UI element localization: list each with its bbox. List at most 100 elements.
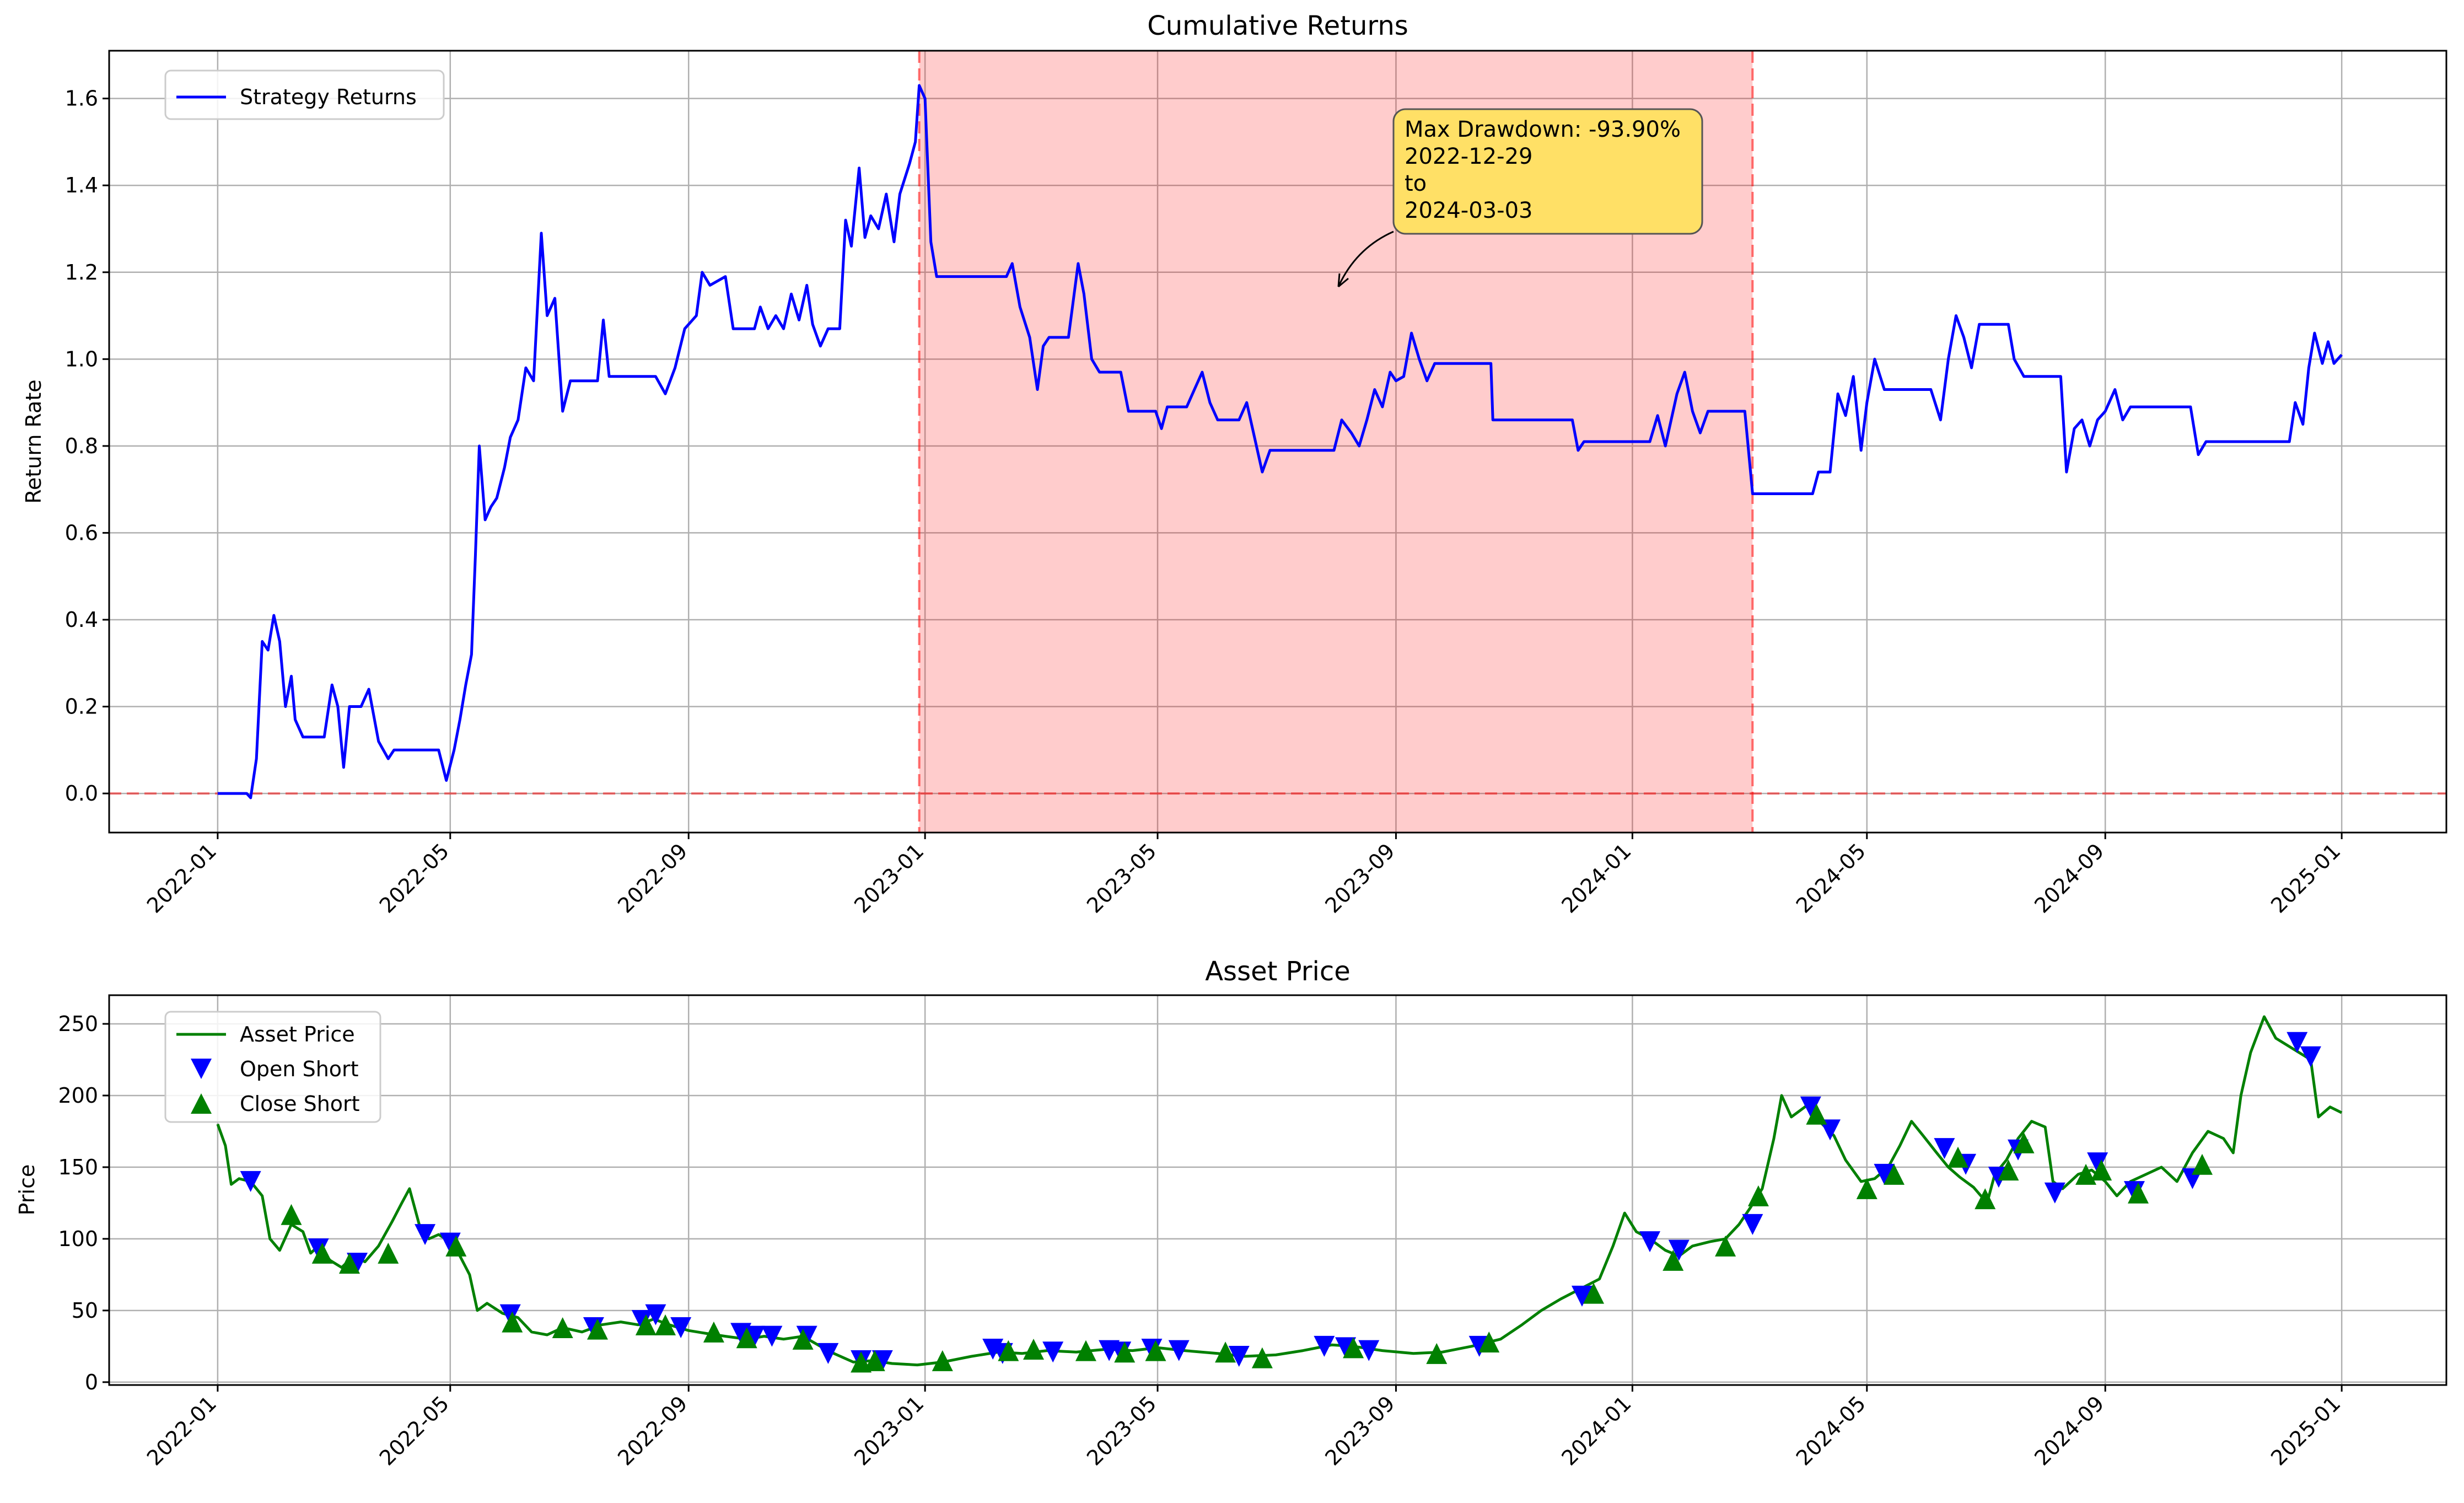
close-short-marker <box>1998 1160 2019 1181</box>
close-short-marker <box>1114 1341 1136 1363</box>
open-short-marker <box>1168 1340 1190 1361</box>
close-short-marker <box>1343 1337 1364 1359</box>
open-short-marker <box>1742 1214 1763 1235</box>
close-short-marker <box>1023 1339 1045 1360</box>
close-short-marker <box>1663 1249 1684 1271</box>
close-short-marker <box>792 1328 814 1350</box>
annotation-arrowhead-icon <box>1337 273 1349 288</box>
plot-frame <box>108 994 2447 1386</box>
close-short-marker <box>1145 1340 1166 1361</box>
close-short-marker <box>587 1318 608 1340</box>
chart-title: Asset Price <box>1205 956 1351 987</box>
open-short-marker <box>1934 1138 1955 1160</box>
open-short-marker <box>415 1224 436 1246</box>
annotation-arrow <box>1337 230 1394 287</box>
legend-box <box>164 1011 381 1123</box>
legend: Strategy Returns <box>164 69 445 120</box>
close-short-marker <box>703 1321 724 1343</box>
trade-markers <box>240 1032 2321 1373</box>
y-tick-label: 1.0 <box>65 347 98 371</box>
close-short-marker <box>502 1311 523 1333</box>
open-short-marker <box>1874 1163 1895 1185</box>
y-axis-ticks: 0 50 100 150 200 250 <box>58 1012 109 1394</box>
open-short-marker <box>240 1171 261 1192</box>
close-short-marker <box>445 1235 467 1257</box>
legend-label-strategy-returns: Strategy Returns <box>240 85 417 109</box>
close-short-marker <box>1075 1340 1096 1361</box>
open-short-marker <box>499 1304 521 1325</box>
strategy-returns-line <box>217 84 2343 799</box>
y-axis-label: Return Rate <box>21 379 46 503</box>
close-short-marker <box>736 1327 757 1349</box>
close-short-marker <box>1715 1235 1736 1257</box>
cumulative-returns-chart: Cumulative Returns 0.0 0.2 0.4 0.6 0.8 1.0 1.2… <box>21 10 2447 918</box>
y-tick-label: 0 <box>85 1370 98 1394</box>
close-short-marker <box>1884 1163 1905 1185</box>
legend: Asset Price Open Short Close Short <box>164 1011 381 1123</box>
series-lines <box>217 84 2343 799</box>
annotation-line-4: 2024-03-03 <box>1405 198 1532 223</box>
open-short-marker <box>2300 1046 2321 1067</box>
close-short-marker <box>655 1314 676 1335</box>
close-short-marker <box>635 1314 657 1335</box>
legend-label-open-short: Open Short <box>240 1057 359 1081</box>
legend-label-asset-price: Asset Price <box>240 1022 355 1046</box>
close-short-marker <box>1251 1347 1273 1368</box>
open-short-marker <box>1819 1119 1841 1141</box>
close-short-marker <box>311 1242 333 1264</box>
y-tick-label: 200 <box>58 1083 98 1108</box>
y-axis-label: Price <box>15 1164 39 1216</box>
legend-label-close-short: Close Short <box>240 1092 360 1116</box>
close-short-marker <box>1215 1341 1236 1363</box>
chart-title: Cumulative Returns <box>1147 10 1408 41</box>
close-short-marker <box>1426 1343 1448 1364</box>
close-short-marker <box>998 1340 1019 1361</box>
open-short-marker <box>1639 1231 1661 1253</box>
open-short-marker <box>1571 1285 1593 1307</box>
close-short-marker <box>2091 1160 2112 1181</box>
close-short-marker <box>2075 1163 2097 1185</box>
y-tick-label: 1.4 <box>65 173 98 197</box>
close-short-marker <box>552 1317 573 1339</box>
annotation-line-3: to <box>1405 171 1427 196</box>
close-short-marker <box>1947 1146 1969 1168</box>
open-short-marker <box>744 1325 765 1347</box>
open-short-marker <box>1314 1335 1335 1357</box>
close-short-marker <box>1747 1185 1769 1206</box>
close-short-marker <box>2127 1182 2149 1204</box>
close-short-marker <box>932 1350 953 1371</box>
open-short-marker <box>817 1343 839 1364</box>
open-short-marker <box>796 1325 817 1347</box>
close-short-marker <box>1975 1188 1996 1210</box>
y-tick-label: 0.6 <box>65 520 98 545</box>
close-short-marker <box>338 1253 360 1274</box>
close-short-marker <box>1806 1103 1827 1125</box>
open-short-marker <box>670 1317 692 1339</box>
y-tick-label: 250 <box>58 1012 98 1036</box>
y-tick-label: 150 <box>58 1155 98 1179</box>
open-short-marker <box>1358 1340 1380 1361</box>
open-short-marker <box>2044 1182 2065 1204</box>
close-short-marker <box>1856 1178 1877 1199</box>
close-short-marker <box>378 1242 399 1264</box>
open-short-marker <box>1800 1096 1821 1118</box>
open-short-marker <box>645 1304 666 1325</box>
open-short-marker <box>631 1310 653 1332</box>
open-short-marker <box>761 1325 783 1347</box>
y-tick-label: 0.2 <box>65 695 98 719</box>
plot-frame <box>108 50 2447 834</box>
y-axis-ticks: 0.0 0.2 0.4 0.6 0.8 1.0 1.2 1.4 1.6 <box>65 87 109 806</box>
legend-box <box>164 69 445 120</box>
y-tick-label: 100 <box>58 1227 98 1251</box>
y-tick-label: 1.6 <box>65 87 98 111</box>
y-tick-label: 1.2 <box>65 260 98 285</box>
open-short-marker <box>308 1238 329 1260</box>
max-drawdown-annotation: Max Drawdown: -93.90% 2022-12-29 to 2024… <box>1337 108 1703 288</box>
open-short-marker <box>1668 1239 1690 1261</box>
open-short-marker <box>1042 1341 1064 1363</box>
open-short-marker <box>2087 1152 2108 1174</box>
close-short-marker <box>281 1204 302 1225</box>
open-short-marker <box>1228 1346 1250 1367</box>
